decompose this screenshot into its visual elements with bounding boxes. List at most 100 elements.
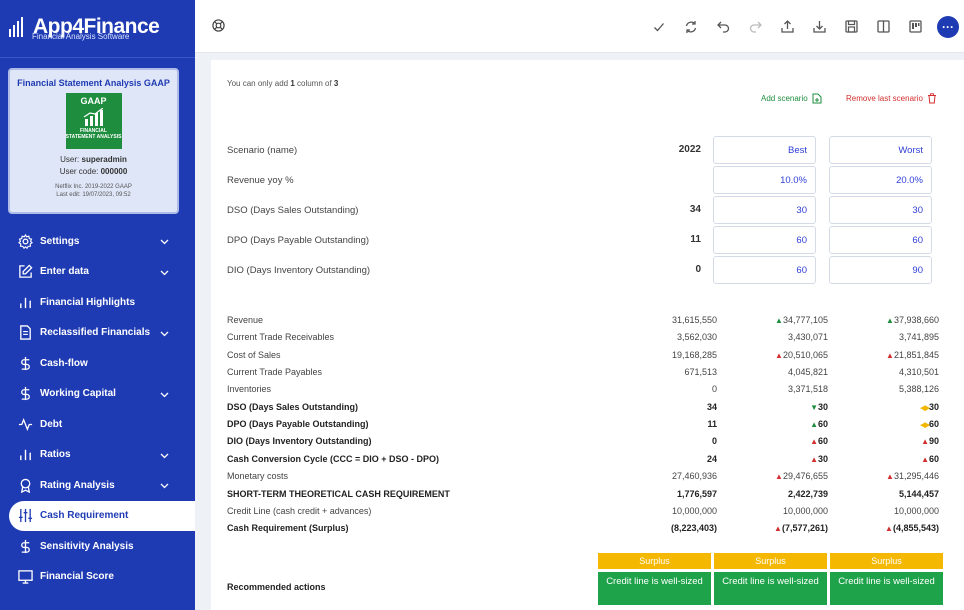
arrow-up-green-icon: ▲ [775, 316, 783, 325]
edit-icon [17, 264, 33, 280]
add-scenario-button[interactable]: Add scenario [761, 93, 822, 104]
app-logo[interactable]: App4Finance [9, 9, 189, 45]
worst-scenario-input[interactable]: Worst [829, 136, 932, 164]
row-worst-cell: ▲(4,855,543) [885, 523, 939, 533]
row-label: Current Trade Payables [227, 367, 323, 378]
arrow-up-red-icon: ▲ [886, 350, 894, 360]
add-scenario-label: Add scenario [761, 94, 808, 103]
sidebar-item-reclassified-financials[interactable]: Reclassified Financials [0, 318, 195, 349]
worst-scenario-input[interactable]: 90 [829, 256, 932, 284]
arrow-up-green-icon: ▲ [886, 316, 894, 325]
row-worst-cell: 10,000,000 [894, 506, 939, 516]
remove-scenario-button[interactable]: Remove last scenario [846, 93, 937, 104]
best-scenario-input[interactable]: 10.0% [713, 166, 816, 194]
document-icon [17, 325, 33, 341]
table-row: Inventories 0 3,371,518 5,388,126 [227, 381, 939, 398]
chevron-down-icon [160, 237, 169, 248]
row-label: Revenue [227, 315, 264, 325]
note-count: 1 [290, 79, 295, 88]
row-label: Credit Line (cash credit + advances) [227, 505, 372, 516]
sidebar-item-label: Working Capital [40, 388, 116, 400]
sidebar-item-working-capital[interactable]: Working Capital [0, 379, 195, 410]
cash-requirement-panel: You can only add 1 column of 3 Add scena… [211, 60, 964, 610]
worst-scenario-input[interactable]: 30 [829, 196, 932, 224]
table-row: Revenue 31,615,550 ▲34,777,105 ▲37,938,660 [227, 312, 939, 329]
row-worst-value: 10,000,000 [893, 505, 939, 516]
best-scenario-input[interactable]: Best [713, 136, 816, 164]
sidebar-divider [0, 57, 195, 58]
company-name: Netflix Inc. 2019-2022 GAAP [55, 184, 132, 190]
sidebar-item-label: Reclassified Financials [40, 327, 151, 339]
user-code-label: User code: [59, 167, 99, 176]
arrow-up-green-icon: ▲ [810, 420, 818, 430]
sidebar-item-settings[interactable]: Settings [0, 226, 195, 257]
recommended-action: Credit line is well-sized [830, 572, 943, 605]
row-best-cell: ▲30 [810, 454, 828, 464]
sidebar-item-enter-data[interactable]: Enter data [0, 257, 195, 288]
row-worst-value: 31,295,446 [893, 471, 939, 482]
worst-scenario-input[interactable]: 20.0% [829, 166, 932, 194]
card-user: User: superadmin [10, 155, 177, 164]
refresh-icon[interactable] [675, 11, 707, 43]
card-user-code: User code: 000000 [10, 167, 177, 176]
sidebar-item-label: Debt [40, 418, 63, 430]
save-icon[interactable] [835, 11, 867, 43]
row-label: SHORT-TERM THEORETICAL CASH REQUIREMENT [227, 488, 450, 499]
toolbar-actions: ··· [643, 0, 964, 53]
best-scenario-input[interactable]: 60 [713, 226, 816, 254]
sidebar: App4Finance Financial Analysis Software … [0, 0, 195, 610]
row-best-cell: ▼30 [810, 402, 828, 412]
kanban-icon[interactable] [899, 11, 931, 43]
sidebar-item-label: Financial Highlights [40, 296, 136, 308]
app-name: App4Finance [33, 15, 160, 38]
input-row-base-value: 34 [689, 204, 701, 215]
best-scenario-input[interactable]: 60 [713, 256, 816, 284]
remove-scenario-label: Remove last scenario [846, 94, 923, 103]
sidebar-item-ratios[interactable]: Ratios [0, 440, 195, 471]
columns-icon[interactable] [867, 11, 899, 43]
sidebar-item-label: Financial Score [40, 571, 114, 583]
file-plus-icon [812, 93, 822, 104]
more-menu-button[interactable]: ··· [937, 15, 959, 38]
best-scenario-input[interactable]: 30 [713, 196, 816, 224]
pulse-icon [17, 416, 33, 432]
arrow-up-red-icon: ▲ [810, 454, 818, 464]
row-best-cell: 3,430,071 [788, 332, 828, 342]
row-label: Monetary costs [227, 471, 289, 482]
row-label: Cash Requirement (Surplus) [227, 523, 349, 534]
bar-chart-icon [17, 294, 33, 310]
sidebar-item-cash-flow[interactable]: Cash-flow [0, 348, 195, 379]
row-worst-cell: ◀▶60 [920, 419, 939, 429]
table-row: Cash Requirement (Surplus) (8,223,403) ▲(7… [227, 520, 939, 537]
row-best-value: 29,476,655 [782, 471, 828, 482]
input-row-label: DIO (Days Inventory Outstanding) [227, 265, 371, 276]
sidebar-item-financial-highlights[interactable]: Financial Highlights [0, 287, 195, 318]
input-row-label: DSO (Days Sales Outstanding) [227, 205, 359, 216]
redo-icon[interactable] [739, 11, 771, 43]
upload-icon[interactable] [771, 11, 803, 43]
arrow-up-red-icon: ▲ [885, 524, 893, 534]
sidebar-item-cash-requirement[interactable]: Cash Requirement [9, 500, 195, 531]
undo-icon[interactable] [707, 11, 739, 43]
input-row-base-value: 0 [695, 264, 701, 275]
row-best-cell: ▲34,777,105 [775, 315, 828, 325]
project-card[interactable]: Financial Statement Analysis GAAP GAAP F… [8, 68, 179, 214]
sidebar-item-debt[interactable]: Debt [0, 409, 195, 440]
check-icon[interactable] [643, 11, 675, 43]
row-best-value: 60 [817, 436, 828, 447]
help-icon[interactable] [212, 19, 225, 37]
worst-scenario-input[interactable]: 60 [829, 226, 932, 254]
table-row: Current Trade Receivables 3,562,030 3,430,… [227, 329, 939, 346]
sidebar-item-financial-score[interactable]: Financial Score [0, 562, 195, 593]
row-best-value: 30 [817, 453, 828, 464]
trash-icon [927, 93, 936, 104]
row-worst-cell: ▲60 [921, 454, 939, 464]
row-base-value: 31,615,550 [671, 315, 717, 325]
note-mid: column of [294, 79, 334, 88]
row-worst-value: 60 [928, 419, 939, 430]
sidebar-item-rating-analysis[interactable]: Rating Analysis [0, 470, 195, 501]
row-worst-cell: ▲90 [921, 436, 939, 446]
sidebar-item-sensitivity-analysis[interactable]: Sensitivity Analysis [0, 531, 195, 562]
arrow-up-red-icon: ▲ [921, 437, 929, 447]
download-icon[interactable] [803, 11, 835, 43]
